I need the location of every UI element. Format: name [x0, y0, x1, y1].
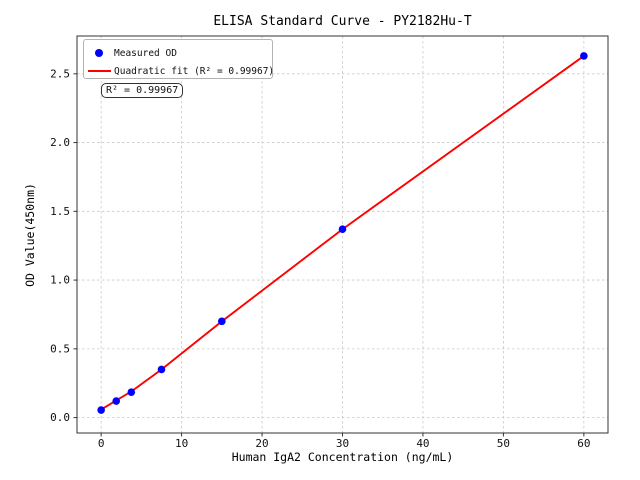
y-tick-label: 2.5: [50, 67, 70, 80]
y-tick-label: 1.5: [50, 205, 70, 218]
legend-label-measured-od: Measured OD: [114, 47, 177, 59]
x-tick-label: 50: [497, 437, 510, 450]
data-point: [338, 225, 347, 234]
data-point: [157, 365, 166, 374]
data-point: [580, 52, 588, 60]
data-point: [112, 397, 121, 405]
legend-label-quadratic-fit: Quadratic fit (R² = 0.99967): [114, 65, 275, 77]
y-tick-label: 2.0: [50, 136, 70, 149]
scatter-marker-icon: [95, 49, 103, 57]
x-tick-label: 20: [255, 437, 268, 450]
r-squared-annotation: R² = 0.99967: [101, 83, 184, 98]
y-tick-label: 0.0: [50, 411, 70, 424]
data-point: [97, 406, 105, 414]
tick-labels: 0 10 20 30 40 50 60 0.0 0.5 1.0 1.5 2.0 2.5: [50, 67, 590, 450]
legend-entry-measured-od: Measured OD: [84, 44, 272, 62]
axis-ticks: [73, 73, 585, 437]
legend-entry-quadratic-fit: Quadratic fit (R² = 0.99967): [84, 62, 275, 80]
chart-title: ELISA Standard Curve - PY2182Hu-T: [213, 14, 472, 29]
y-axis-label: OD Value(450nm): [23, 183, 37, 287]
gridlines: [77, 36, 608, 433]
data-point: [218, 317, 226, 326]
scatter-series: [97, 52, 588, 414]
x-tick-label: 0: [98, 437, 105, 450]
x-tick-label: 10: [175, 437, 188, 450]
x-tick-label: 60: [577, 437, 590, 450]
x-tick-label: 30: [336, 437, 349, 450]
legend-marker-cell: [84, 49, 114, 57]
x-tick-label: 40: [416, 437, 429, 450]
legend: Measured OD Quadratic fit (R² = 0.99967): [83, 39, 275, 80]
data-point: [127, 388, 136, 396]
y-tick-label: 0.5: [50, 342, 70, 355]
line-swatch-icon: [87, 69, 111, 73]
x-axis-label: Human IgA2 Concentration (ng/mL): [231, 450, 454, 464]
y-tick-label: 1.0: [50, 274, 70, 287]
legend-marker-cell: [84, 69, 114, 73]
